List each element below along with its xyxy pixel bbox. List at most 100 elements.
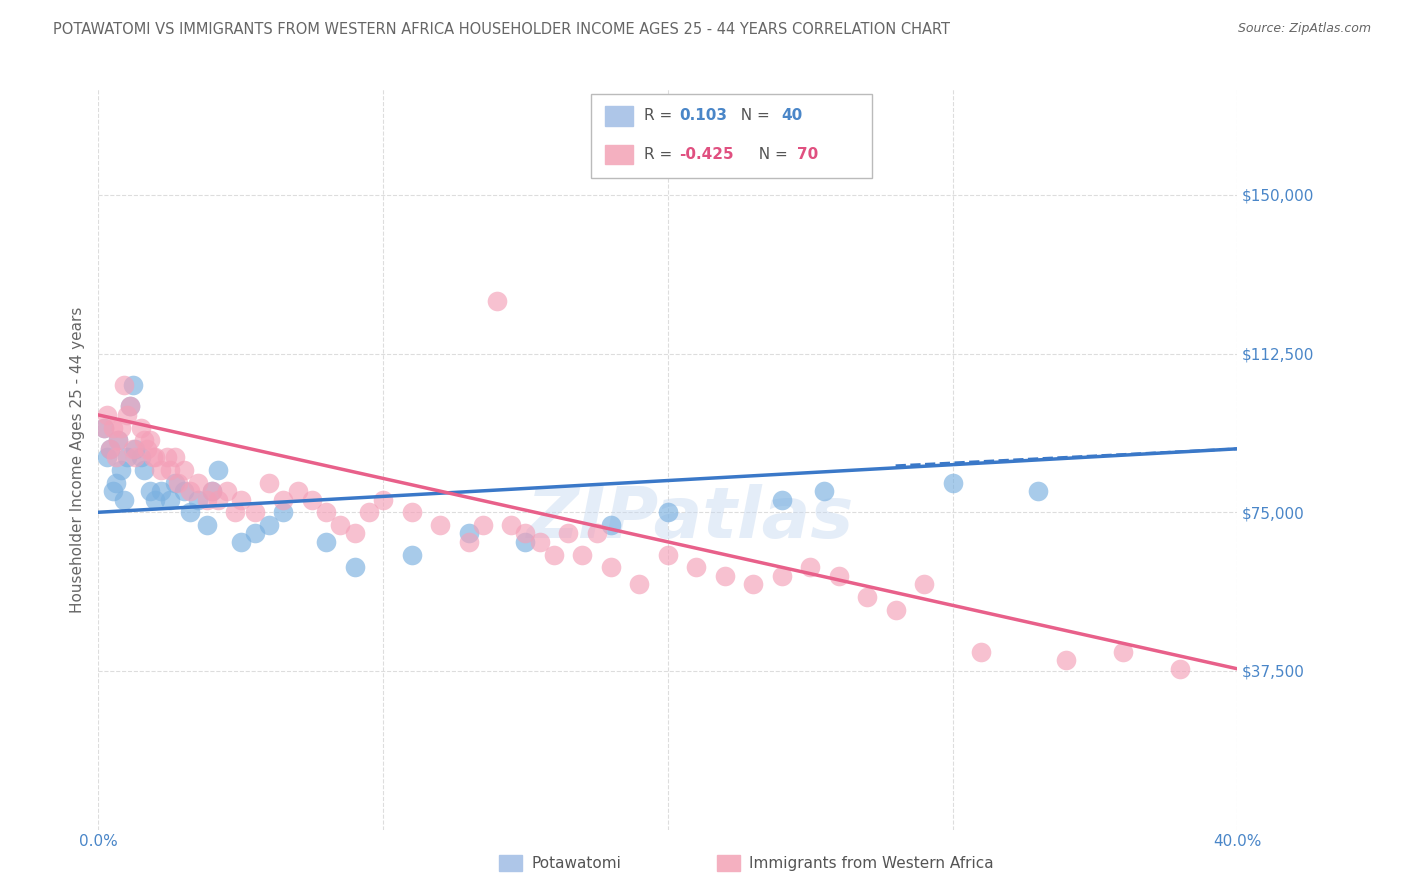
- Point: [273, 505, 295, 519]
- Point: [273, 492, 295, 507]
- Y-axis label: Householder Income Ages 25 - 44 years: Householder Income Ages 25 - 44 years: [69, 306, 84, 613]
- Text: 40: 40: [782, 109, 803, 123]
- Point: [259, 518, 281, 533]
- Point: [557, 526, 579, 541]
- Point: [471, 518, 494, 533]
- Point: [112, 378, 135, 392]
- Point: [543, 548, 565, 562]
- Text: N =: N =: [731, 109, 775, 123]
- Point: [243, 505, 266, 519]
- Text: 0.103: 0.103: [679, 109, 727, 123]
- Point: [856, 590, 879, 604]
- Point: [107, 434, 129, 448]
- Point: [457, 526, 479, 541]
- Text: R =: R =: [644, 147, 678, 161]
- Point: [315, 534, 337, 549]
- Point: [685, 560, 707, 574]
- Text: ZIPatlas: ZIPatlas: [527, 484, 855, 553]
- Point: [115, 450, 138, 465]
- Point: [215, 484, 238, 499]
- Point: [229, 492, 252, 507]
- Point: [159, 463, 181, 477]
- Point: [156, 450, 179, 465]
- Point: [115, 408, 138, 422]
- Point: [515, 534, 537, 549]
- Point: [884, 602, 907, 616]
- Point: [118, 400, 141, 414]
- Point: [129, 420, 152, 434]
- Point: [201, 484, 224, 499]
- Point: [107, 434, 129, 448]
- Point: [173, 484, 195, 499]
- Point: [970, 645, 993, 659]
- Point: [145, 450, 167, 465]
- Point: [742, 577, 765, 591]
- Point: [501, 518, 523, 533]
- Text: N =: N =: [749, 147, 793, 161]
- Point: [187, 492, 209, 507]
- Point: [110, 463, 132, 477]
- Point: [457, 534, 479, 549]
- Point: [159, 492, 181, 507]
- Point: [132, 434, 155, 448]
- Point: [329, 518, 352, 533]
- Point: [167, 475, 190, 490]
- Point: [714, 568, 737, 582]
- Text: -0.425: -0.425: [679, 147, 734, 161]
- Point: [1112, 645, 1135, 659]
- Point: [165, 450, 187, 465]
- Point: [770, 568, 793, 582]
- Point: [1026, 484, 1049, 499]
- Point: [93, 420, 115, 434]
- Point: [942, 475, 965, 490]
- Point: [912, 577, 935, 591]
- Text: R =: R =: [644, 109, 682, 123]
- Point: [124, 442, 146, 456]
- Point: [150, 484, 173, 499]
- Point: [343, 526, 366, 541]
- Point: [243, 526, 266, 541]
- Text: POTAWATOMI VS IMMIGRANTS FROM WESTERN AFRICA HOUSEHOLDER INCOME AGES 25 - 44 YEA: POTAWATOMI VS IMMIGRANTS FROM WESTERN AF…: [53, 22, 950, 37]
- Point: [600, 560, 623, 574]
- Point: [1170, 662, 1192, 676]
- Point: [585, 526, 607, 541]
- Point: [138, 434, 160, 448]
- Point: [224, 505, 246, 519]
- Point: [121, 378, 143, 392]
- Point: [135, 442, 157, 456]
- Point: [201, 484, 224, 499]
- Point: [138, 484, 160, 499]
- Point: [600, 518, 623, 533]
- Point: [315, 505, 337, 519]
- Point: [93, 420, 115, 434]
- Text: Potawatomi: Potawatomi: [531, 856, 621, 871]
- Point: [179, 484, 201, 499]
- Point: [515, 526, 537, 541]
- Point: [132, 463, 155, 477]
- Point: [770, 492, 793, 507]
- Point: [301, 492, 323, 507]
- Point: [145, 492, 167, 507]
- Point: [799, 560, 821, 574]
- Point: [195, 518, 218, 533]
- Point: [571, 548, 593, 562]
- Point: [112, 492, 135, 507]
- Point: [343, 560, 366, 574]
- Point: [657, 505, 679, 519]
- Point: [96, 450, 118, 465]
- Point: [373, 492, 395, 507]
- Point: [124, 450, 146, 465]
- Point: [165, 475, 187, 490]
- Point: [110, 420, 132, 434]
- Point: [141, 450, 163, 465]
- Point: [101, 484, 124, 499]
- Point: [98, 442, 121, 456]
- Point: [486, 293, 509, 308]
- Point: [287, 484, 309, 499]
- Text: 70: 70: [797, 147, 818, 161]
- Point: [628, 577, 651, 591]
- Point: [187, 475, 209, 490]
- Point: [207, 492, 229, 507]
- Point: [104, 475, 127, 490]
- Point: [357, 505, 380, 519]
